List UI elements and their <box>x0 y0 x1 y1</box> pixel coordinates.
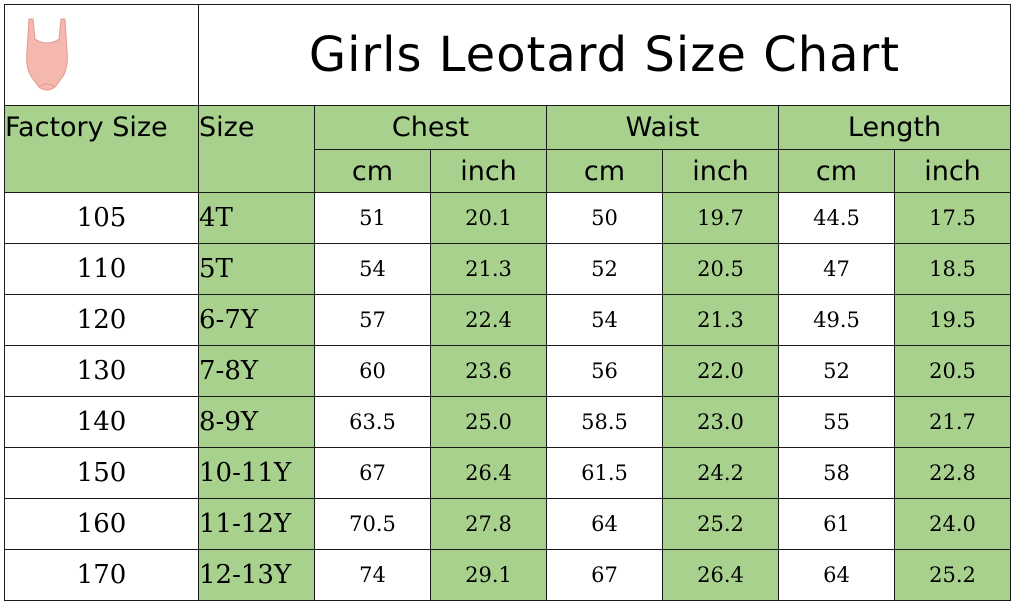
chest-inch-cell: 29.1 <box>430 549 547 601</box>
waist-inch-cell: 22.0 <box>662 345 779 397</box>
factory-size-cell: 120 <box>4 294 199 346</box>
factory-size-cell: 150 <box>4 447 199 499</box>
factory-size-header: Factory Size <box>4 105 199 193</box>
size-header: Size <box>198 105 315 193</box>
size-cell: 7-8Y <box>198 345 315 397</box>
waist-inch-cell: 20.5 <box>662 243 779 295</box>
waist-inch-cell: 21.3 <box>662 294 779 346</box>
chest-inch-cell: 21.3 <box>430 243 547 295</box>
length-inch-cell: 25.2 <box>894 549 1011 601</box>
length-inch-header: inch <box>894 149 1011 193</box>
chest-inch-header: inch <box>430 149 547 193</box>
chest-inch-cell: 27.8 <box>430 498 547 550</box>
waist-cm-header: cm <box>546 149 663 193</box>
waist-cm-cell: 58.5 <box>546 396 663 448</box>
waist-cm-cell: 61.5 <box>546 447 663 499</box>
factory-size-cell: 160 <box>4 498 199 550</box>
size-cell: 12-13Y <box>198 549 315 601</box>
waist-inch-cell: 19.7 <box>662 192 779 244</box>
waist-header: Waist <box>546 105 779 150</box>
table-row: 150 10-11Y 67 26.4 61.5 24.2 58 22.8 <box>4 447 1011 499</box>
chest-cm-cell: 63.5 <box>314 396 431 448</box>
factory-size-cell: 110 <box>4 243 199 295</box>
length-header: Length <box>778 105 1011 150</box>
factory-size-cell: 140 <box>4 396 199 448</box>
table-row: 110 5T 54 21.3 52 20.5 47 18.5 <box>4 243 1011 295</box>
waist-inch-cell: 25.2 <box>662 498 779 550</box>
length-cm-cell: 64 <box>778 549 895 601</box>
chest-inch-cell: 23.6 <box>430 345 547 397</box>
pink-leotard-icon <box>26 18 68 91</box>
logo-cell <box>4 4 199 106</box>
chest-cm-cell: 60 <box>314 345 431 397</box>
waist-inch-cell: 24.2 <box>662 447 779 499</box>
length-inch-cell: 22.8 <box>894 447 1011 499</box>
length-cm-cell: 44.5 <box>778 192 895 244</box>
length-cm-cell: 52 <box>778 345 895 397</box>
length-inch-cell: 19.5 <box>894 294 1011 346</box>
length-cm-header: cm <box>778 149 895 193</box>
waist-cm-cell: 54 <box>546 294 663 346</box>
waist-cm-cell: 64 <box>546 498 663 550</box>
length-cm-cell: 55 <box>778 396 895 448</box>
length-inch-cell: 17.5 <box>894 192 1011 244</box>
waist-cm-cell: 56 <box>546 345 663 397</box>
waist-cm-cell: 67 <box>546 549 663 601</box>
size-cell: 5T <box>198 243 315 295</box>
table-row: 105 4T 51 20.1 50 19.7 44.5 17.5 <box>4 192 1011 244</box>
header-row-2: cm inch cm inch cm inch <box>5 149 1011 193</box>
length-inch-cell: 18.5 <box>894 243 1011 295</box>
header-row-1: Factory Size Size Chest Waist Length <box>4 105 1011 193</box>
chest-cm-cell: 57 <box>314 294 431 346</box>
waist-inch-cell: 23.0 <box>662 396 779 448</box>
title-row: Girls Leotard Size Chart <box>4 4 1011 106</box>
length-cm-cell: 49.5 <box>778 294 895 346</box>
waist-inch-cell: 26.4 <box>662 549 779 601</box>
waist-inch-header: inch <box>662 149 779 193</box>
chest-cm-cell: 67 <box>314 447 431 499</box>
chest-inch-cell: 22.4 <box>430 294 547 346</box>
length-cm-cell: 47 <box>778 243 895 295</box>
length-inch-cell: 24.0 <box>894 498 1011 550</box>
table-row: 170 12-13Y 74 29.1 67 26.4 64 25.2 <box>4 549 1011 601</box>
waist-cm-cell: 52 <box>546 243 663 295</box>
chest-cm-cell: 70.5 <box>314 498 431 550</box>
chest-cm-cell: 54 <box>314 243 431 295</box>
size-cell: 8-9Y <box>198 396 315 448</box>
size-chart-table: Girls Leotard Size Chart Factory Size Si… <box>4 4 1011 601</box>
table-row: 160 11-12Y 70.5 27.8 64 25.2 61 24.0 <box>4 498 1011 550</box>
length-cm-cell: 58 <box>778 447 895 499</box>
table-row: 130 7-8Y 60 23.6 56 22.0 52 20.5 <box>4 345 1011 397</box>
page-title: Girls Leotard Size Chart <box>198 4 1011 106</box>
chest-cm-cell: 51 <box>314 192 431 244</box>
chest-inch-cell: 20.1 <box>430 192 547 244</box>
length-inch-cell: 20.5 <box>894 345 1011 397</box>
factory-size-cell: 105 <box>4 192 199 244</box>
factory-size-cell: 170 <box>4 549 199 601</box>
chest-header: Chest <box>314 105 547 150</box>
waist-cm-cell: 50 <box>546 192 663 244</box>
size-cell: 4T <box>198 192 315 244</box>
chest-inch-cell: 26.4 <box>430 447 547 499</box>
length-cm-cell: 61 <box>778 498 895 550</box>
size-cell: 10-11Y <box>198 447 315 499</box>
size-cell: 6-7Y <box>198 294 315 346</box>
table-row: 140 8-9Y 63.5 25.0 58.5 23.0 55 21.7 <box>4 396 1011 448</box>
length-inch-cell: 21.7 <box>894 396 1011 448</box>
factory-size-cell: 130 <box>4 345 199 397</box>
table-row: 120 6-7Y 57 22.4 54 21.3 49.5 19.5 <box>4 294 1011 346</box>
chest-cm-cell: 74 <box>314 549 431 601</box>
size-cell: 11-12Y <box>198 498 315 550</box>
chest-inch-cell: 25.0 <box>430 396 547 448</box>
chest-cm-header: cm <box>314 149 431 193</box>
